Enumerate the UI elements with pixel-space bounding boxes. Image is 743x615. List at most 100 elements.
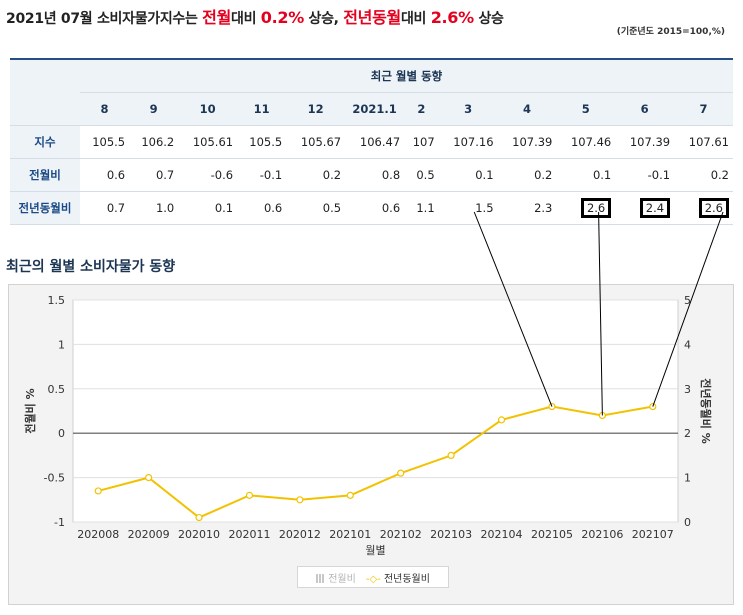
table-cell: 2.3 [497,191,557,225]
series-line-yoy [97,405,653,519]
x-tick-label: 202105 [531,528,573,541]
table-cell: 105.61 [178,125,238,159]
data-point-yoy [195,513,203,522]
month-header: 2021.1 [345,92,405,126]
table-cell: 0.5 [404,158,439,192]
table-cell: 1.5 [438,191,498,225]
table-group-header: 최근 월별 동향 [80,58,733,93]
headline: 2021년 07월 소비자물가지수는 전월대비 0.2% 상승, 전년동월대비 … [6,4,504,28]
month-header: 4 [497,92,557,126]
headline-highlight-mom: 전월 [202,8,232,27]
data-point-yoy [497,416,506,424]
table-row: 전년동월비 0.7 1.0 0.1 0.6 0.5 0.6 1.1 1.5 2.3 2.6 2.4 2.… [10,191,733,225]
table-cell: 0.1 [556,158,616,192]
data-point-yoy [397,469,405,477]
bar-chart-icon [316,573,326,583]
legend-item-yoy[interactable]: -◇- 전년동월비 [366,570,430,585]
chart-title: 최근의 월별 소비자물가 동향 [6,259,176,275]
y-left-tick-label: 1.5 [48,294,66,307]
callout-line [598,211,603,416]
y-left-tick-label: 0.5 [48,383,66,396]
table-cell: 105.5 [80,125,130,159]
month-header: 11 [237,92,287,126]
table-row: 전월비 0.6 0.7 -0.6 -0.1 0.2 0.8 0.5 0.1 0.2 0.1 -0.1 0… [10,158,733,192]
headline-text: 상승, [303,11,344,27]
table-cell: 107.39 [615,125,675,159]
table-cell: 106.2 [129,125,179,159]
month-header: 3 [438,92,498,126]
y-right-tick-label: 3 [684,383,691,396]
x-tick-label: 202008 [77,528,119,541]
table-cell-highlighted: 2.6 [674,191,733,225]
table-cell: 0.5 [286,191,346,225]
x-tick-label: 202103 [430,528,472,541]
month-header: 7 [674,92,733,126]
table-cell: 0.8 [345,158,405,192]
headline-highlight-yoy: 전년동월 [343,8,401,27]
x-tick-label: 202012 [279,528,321,541]
y-right-tick-label: 0 [684,516,691,529]
table-cell-highlighted: 2.4 [615,191,675,225]
table-cell: 107.61 [674,125,733,159]
headline-text: 대비 [400,11,431,27]
line-marker-icon: -◇- [365,573,381,585]
row-label: 전년동월비 [10,191,80,225]
headline-text: 2021년 07월 소비자물가지수는 [6,11,203,27]
table-cell: -0.1 [237,158,287,192]
x-tick-label: 202011 [228,528,270,541]
y-left-tick-label: 0 [58,427,65,440]
x-tick-label: 202107 [632,528,674,541]
table-cell: 1.0 [129,191,179,225]
y-left-tick-label: -1 [54,516,65,529]
base-year-note: (기준년도 2015=100,%) [616,27,725,37]
chart-legend: 전월비 -◇- 전년동월비 [297,566,449,588]
headline-text: 상승 [473,11,504,27]
y-left-tick-label: -0.5 [44,472,65,485]
data-point-yoy [245,491,254,499]
month-header: 12 [286,92,346,126]
x-tick-label: 202106 [581,528,623,541]
table-cell: 0.7 [80,191,130,225]
x-tick-label: 202010 [178,528,220,541]
highlight-box: 2.6 [698,198,729,218]
table-cell: 106.47 [345,125,405,159]
data-point-yoy [145,474,153,482]
headline-text: 대비 [231,11,261,27]
month-header: 2 [404,92,439,126]
headline-highlight-yoy-value: 2.6% [430,8,474,27]
x-axis-label: 월별 [365,544,385,557]
x-tick-label: 202101 [329,528,371,541]
data-point-yoy [346,491,354,499]
callout-line [652,211,724,407]
y-left-tick-label: 1 [58,338,65,351]
y-right-tick-label: 1 [684,472,691,485]
table-cell: 0.7 [129,158,179,192]
y-right-tick-label: 4 [684,338,691,351]
month-header: 5 [556,92,616,126]
table-cell: 0.6 [345,191,405,225]
highlight-box: 2.6 [580,198,612,218]
table-cell: 0.2 [286,158,346,192]
legend-label-mom: 전월비 [328,573,356,585]
table-corner [10,58,80,126]
table-cell: 0.2 [497,158,557,192]
month-header: 8 [80,92,130,126]
data-point-yoy [296,496,304,504]
table-month-row: 8 9 10 11 12 2021.1 2 3 4 5 6 7 [10,92,733,126]
table-cell: 107.46 [556,125,616,159]
highlight-box: 2.4 [639,198,671,218]
callout-line [473,211,553,407]
y-right-tick-label: 2 [684,427,691,440]
table-cell: 0.1 [438,158,498,192]
y-right-tick-label: 5 [684,294,691,307]
stats-table: 최근 월별 동향 8 9 10 11 12 2021.1 2 3 4 5 6 7 지수 105.5 106… [10,58,733,225]
legend-item-mom[interactable]: 전월비 [316,570,356,585]
table-cell: 0.2 [674,158,733,192]
table-cell: 107 [404,125,439,159]
table-cell: 105.5 [237,125,287,159]
table-cell: 1.1 [404,191,439,225]
x-tick-label: 202102 [380,528,422,541]
headline-highlight-mom-value: 0.2% [260,8,304,27]
y-left-axis-label: 전월비 % [23,388,37,433]
